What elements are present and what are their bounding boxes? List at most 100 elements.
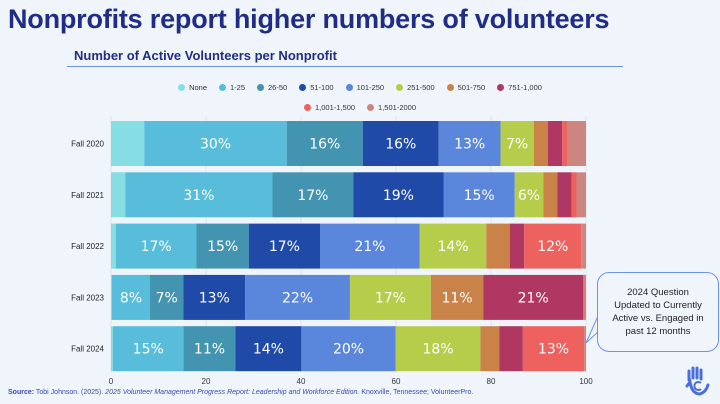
- bar-segment: [349, 274, 431, 320]
- bar-segment: [248, 223, 320, 269]
- data-label: 14%: [253, 342, 284, 358]
- source-citation: Source: Tobi Johnson. (2025). 2025 Volun…: [8, 389, 473, 396]
- page-title: Nonprofits report higher numbers of volu…: [8, 4, 610, 34]
- data-label: 15%: [207, 239, 238, 255]
- data-label: 12%: [537, 239, 568, 255]
- bar-segment: [510, 223, 525, 269]
- data-label: 13%: [454, 137, 485, 153]
- data-label: 15%: [464, 188, 495, 204]
- source-label: Source:: [8, 389, 35, 396]
- data-label: 14%: [437, 239, 468, 255]
- hand-c-logo-icon: [685, 366, 710, 396]
- data-label: 7%: [156, 290, 178, 306]
- bar-segment: [125, 172, 273, 218]
- data-label: 21%: [518, 290, 549, 306]
- callout-pointer: [585, 315, 601, 344]
- bar-segment: [362, 121, 439, 166]
- bar-segment: [430, 274, 484, 320]
- data-label: 20%: [333, 342, 364, 358]
- x-tick-label: 80: [487, 377, 496, 386]
- data-label: 13%: [199, 290, 230, 306]
- legend-item: 251-500: [396, 78, 435, 98]
- data-label: 17%: [141, 239, 172, 255]
- x-tick-label: 0: [109, 377, 114, 386]
- bar-segment: [562, 121, 567, 166]
- bar-segment: [111, 172, 126, 218]
- bar-segment: [499, 326, 523, 372]
- legend-label: None: [189, 83, 207, 92]
- bar-segment: [548, 121, 563, 166]
- title-underline: [67, 66, 623, 67]
- data-label: 17%: [269, 239, 300, 255]
- bar-segment: [111, 121, 145, 166]
- bar-segment: [533, 121, 548, 166]
- data-label: 17%: [375, 290, 406, 306]
- legend-label: 501-750: [457, 83, 486, 92]
- bar-segment: [183, 274, 246, 320]
- legend-item: 1,501-2000: [367, 98, 416, 118]
- bar-segment: [438, 121, 501, 166]
- bar-segment: [584, 274, 586, 320]
- bar-segment: [514, 172, 544, 218]
- legend-label: 251-500: [407, 83, 435, 92]
- bar-segment: [567, 121, 586, 166]
- bar-segment: [353, 172, 444, 218]
- legend-swatch: [257, 84, 265, 91]
- bar-segment: [112, 326, 184, 372]
- legend: None 1-25 26-50 51-100 101-250 251-500 501-750…: [60, 78, 660, 118]
- bar-segment: [144, 121, 287, 166]
- bar-segment: [500, 121, 534, 166]
- data-label: 7%: [506, 137, 528, 153]
- legend-item: 751-1,000: [497, 78, 542, 98]
- legend-label: 1-25: [230, 83, 246, 92]
- bar-segment: [483, 274, 584, 320]
- x-tick-label: 100: [579, 377, 593, 386]
- bar-segment: [301, 326, 396, 372]
- category-label: Fall 2023: [71, 293, 104, 302]
- data-label: 30%: [200, 137, 231, 153]
- legend-swatch: [446, 84, 454, 91]
- chart-title: Number of Active Volunteers per Nonprofi…: [74, 48, 337, 63]
- bar-segment: [543, 172, 558, 218]
- callout-text: 2024 Question Updated to Currently Activ…: [612, 287, 704, 337]
- legend-item: 101-250: [345, 78, 385, 98]
- x-tick-label: 40: [297, 377, 306, 386]
- source-author: Tobi Johnson. (2025).: [35, 389, 104, 396]
- bar-segment: [419, 223, 487, 269]
- data-label: 16%: [309, 137, 340, 153]
- bar-segment: [524, 223, 582, 269]
- bar-segment: [111, 274, 112, 320]
- legend-swatch: [396, 84, 404, 91]
- data-label: 11%: [194, 342, 225, 358]
- data-label: 8%: [120, 290, 142, 306]
- data-label: 15%: [133, 342, 164, 358]
- bar-segment: [272, 172, 354, 218]
- data-label: 31%: [183, 188, 214, 204]
- bar-segment: [286, 121, 363, 166]
- data-label: 17%: [297, 188, 328, 204]
- data-label: 21%: [354, 239, 385, 255]
- data-label: 13%: [538, 342, 569, 358]
- data-label: 18%: [422, 342, 453, 358]
- bar-segment: [557, 172, 572, 218]
- bar-segment: [583, 274, 585, 320]
- legend-item: 501-750: [446, 78, 486, 98]
- legend-swatch: [497, 84, 505, 91]
- legend-item: 26-50: [257, 78, 287, 98]
- legend-swatch: [304, 104, 311, 111]
- bar-segment: [150, 274, 184, 320]
- category-label: Fall 2020: [71, 140, 104, 149]
- bar-segment: [111, 274, 151, 320]
- legend-label: 101-250: [356, 83, 385, 92]
- bar-segment: [111, 223, 116, 269]
- legend-item: None: [178, 78, 207, 98]
- legend-swatch: [219, 84, 226, 91]
- data-label: 11%: [441, 290, 472, 306]
- bar-segment: [480, 326, 500, 372]
- callout-note: 2024 Question Updated to Currently Activ…: [597, 272, 719, 352]
- legend-item: 51-100: [299, 78, 334, 98]
- bar-segment: [486, 223, 510, 269]
- data-label: 6%: [518, 188, 540, 204]
- bar-segment: [576, 172, 586, 218]
